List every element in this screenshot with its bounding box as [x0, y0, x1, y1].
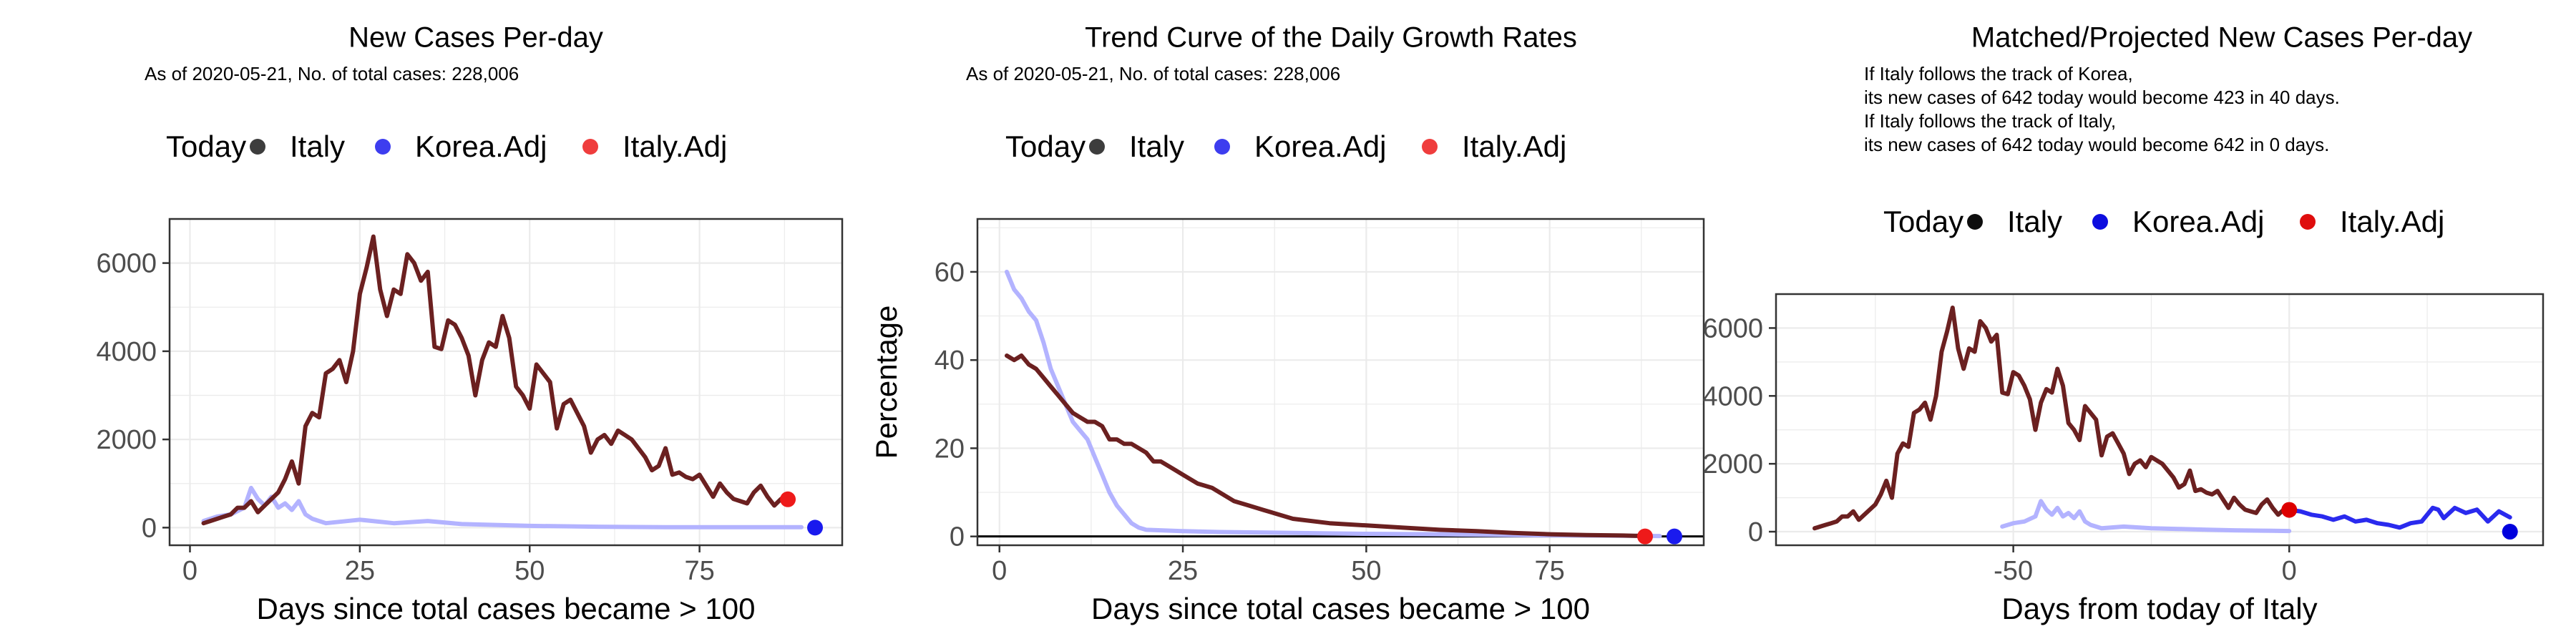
legend: Today Italy Korea.Adj Italy.Adj — [1883, 205, 2444, 238]
y-tick-label: 4000 — [1702, 381, 1763, 411]
y-tick-label: 40 — [935, 346, 965, 376]
legend-title: Today — [1005, 130, 1085, 163]
x-tick-label: 0 — [182, 556, 197, 586]
legend-label: Italy.Adj — [1462, 130, 1566, 163]
x-tick-label: 75 — [1535, 556, 1565, 586]
legend-marker-korea-adj — [375, 139, 391, 155]
legend-label: Korea.Adj — [415, 130, 547, 163]
y-tick-label: 20 — [935, 434, 965, 464]
today-point-korea-adj — [807, 519, 824, 536]
legend-marker-italy-adj — [582, 139, 598, 155]
today-point-italy-adj — [1636, 528, 1653, 545]
axes: 0 25 50 75 0 20 40 60 — [935, 258, 1565, 586]
subtitle-line: As of 2020-05-21, No. of total cases: 22… — [966, 63, 1340, 84]
subtitle-line: If Italy follows the track of Italy, — [1864, 110, 2116, 132]
legend-label: Italy — [290, 130, 345, 163]
chart-subtitle: If Italy follows the track of Korea, its … — [1864, 63, 2340, 155]
legend-marker-italy — [1089, 139, 1105, 155]
series-group — [1005, 269, 1662, 539]
legend-marker-italy — [1967, 214, 1983, 230]
y-tick-label: 0 — [1748, 517, 1763, 547]
chart-panel-1: New Cases Per-day As of 2020-05-21, No. o… — [96, 22, 844, 625]
y-tick-label: 6000 — [96, 249, 157, 279]
x-tick-label: 50 — [514, 556, 545, 586]
today-point-italy-adj — [780, 491, 796, 507]
axes: 0 25 50 75 0 2000 4000 6000 — [96, 249, 714, 586]
chart-subtitle: As of 2020-05-21, No. of total cases: 22… — [966, 63, 1340, 84]
legend-title: Today — [166, 130, 246, 163]
grid — [1776, 293, 2543, 545]
y-tick-label: 4000 — [96, 337, 157, 367]
series-line-italy — [1005, 353, 1647, 539]
legend-label: Italy — [2007, 205, 2062, 238]
x-axis-label: Days since total cases became > 100 — [257, 592, 756, 625]
legend-title: Today — [1883, 205, 1963, 238]
series-group — [1813, 306, 2512, 534]
x-tick-label: 50 — [1351, 556, 1381, 586]
subtitle-line: If Italy follows the track of Korea, — [1864, 63, 2133, 84]
series-line-korea-adj — [1005, 269, 1662, 539]
today-point-korea-adj — [2502, 524, 2518, 540]
subtitle-line: its new cases of 642 today would become … — [1864, 134, 2329, 155]
today-point-italy-adj — [2281, 502, 2298, 518]
legend-marker-italy — [250, 139, 265, 155]
today-point-korea-adj — [1666, 528, 1682, 545]
chart-panel-2: Trend Curve of the Daily Growth Rates As … — [869, 22, 1705, 625]
legend-label: Italy.Adj — [2340, 205, 2444, 238]
y-tick-label: 2000 — [96, 425, 157, 455]
x-tick-label: 25 — [345, 556, 375, 586]
legend-label: Italy.Adj — [623, 130, 727, 163]
chart-panel-3: Matched/Projected New Cases Per-day If It… — [1702, 22, 2545, 625]
axes: -50 0 0 2000 4000 6000 — [1702, 313, 2296, 586]
y-tick-label: 2000 — [1702, 449, 1763, 479]
legend: Today Italy Korea.Adj Italy.Adj — [166, 130, 727, 163]
x-tick-label: 25 — [1168, 556, 1198, 586]
series-line-italy — [1813, 306, 2292, 531]
x-tick-label: 0 — [992, 556, 1007, 586]
plot-border — [168, 218, 844, 547]
series-line-korea-adj — [201, 485, 804, 530]
y-tick-label: 60 — [935, 258, 965, 288]
y-tick-label: 6000 — [1702, 313, 1763, 343]
subtitle-line: As of 2020-05-21, No. of total cases: 22… — [145, 63, 519, 84]
legend-label: Italy — [1129, 130, 1184, 163]
series-line-korea-adj-projection — [2287, 505, 2512, 530]
legend-marker-italy-adj — [2300, 214, 2316, 230]
series-group — [201, 234, 804, 530]
x-tick-label: 0 — [2282, 556, 2297, 586]
chart-subtitle: As of 2020-05-21, No. of total cases: 22… — [145, 63, 519, 84]
plot-border — [976, 218, 1705, 547]
series-line-italy — [201, 234, 790, 526]
legend-label: Korea.Adj — [2132, 205, 2264, 238]
chart-title: Matched/Projected New Cases Per-day — [1971, 22, 2472, 54]
legend-marker-italy-adj — [1422, 139, 1438, 155]
legend-marker-korea-adj — [1214, 139, 1230, 155]
legend-label: Korea.Adj — [1254, 130, 1386, 163]
chart-title: Trend Curve of the Daily Growth Rates — [1085, 22, 1577, 54]
subtitle-line: its new cases of 642 today would become … — [1864, 87, 2340, 108]
series-line-korea-adj — [2000, 499, 2292, 534]
legend-marker-korea-adj — [2092, 214, 2108, 230]
x-tick-label: -50 — [1994, 556, 2033, 586]
y-tick-label: 0 — [950, 522, 965, 552]
x-axis-label: Days from today of Italy — [2001, 592, 2317, 625]
plot-border — [1775, 293, 2545, 547]
grid — [170, 218, 842, 545]
y-axis-label: Percentage — [869, 306, 903, 459]
legend: Today Italy Korea.Adj Italy.Adj — [1005, 130, 1566, 163]
y-tick-label: 0 — [142, 513, 157, 543]
x-tick-label: 75 — [684, 556, 714, 586]
x-axis-label: Days since total cases became > 100 — [1091, 592, 1590, 625]
chart-title: New Cases Per-day — [348, 22, 603, 54]
grid — [977, 219, 1704, 545]
